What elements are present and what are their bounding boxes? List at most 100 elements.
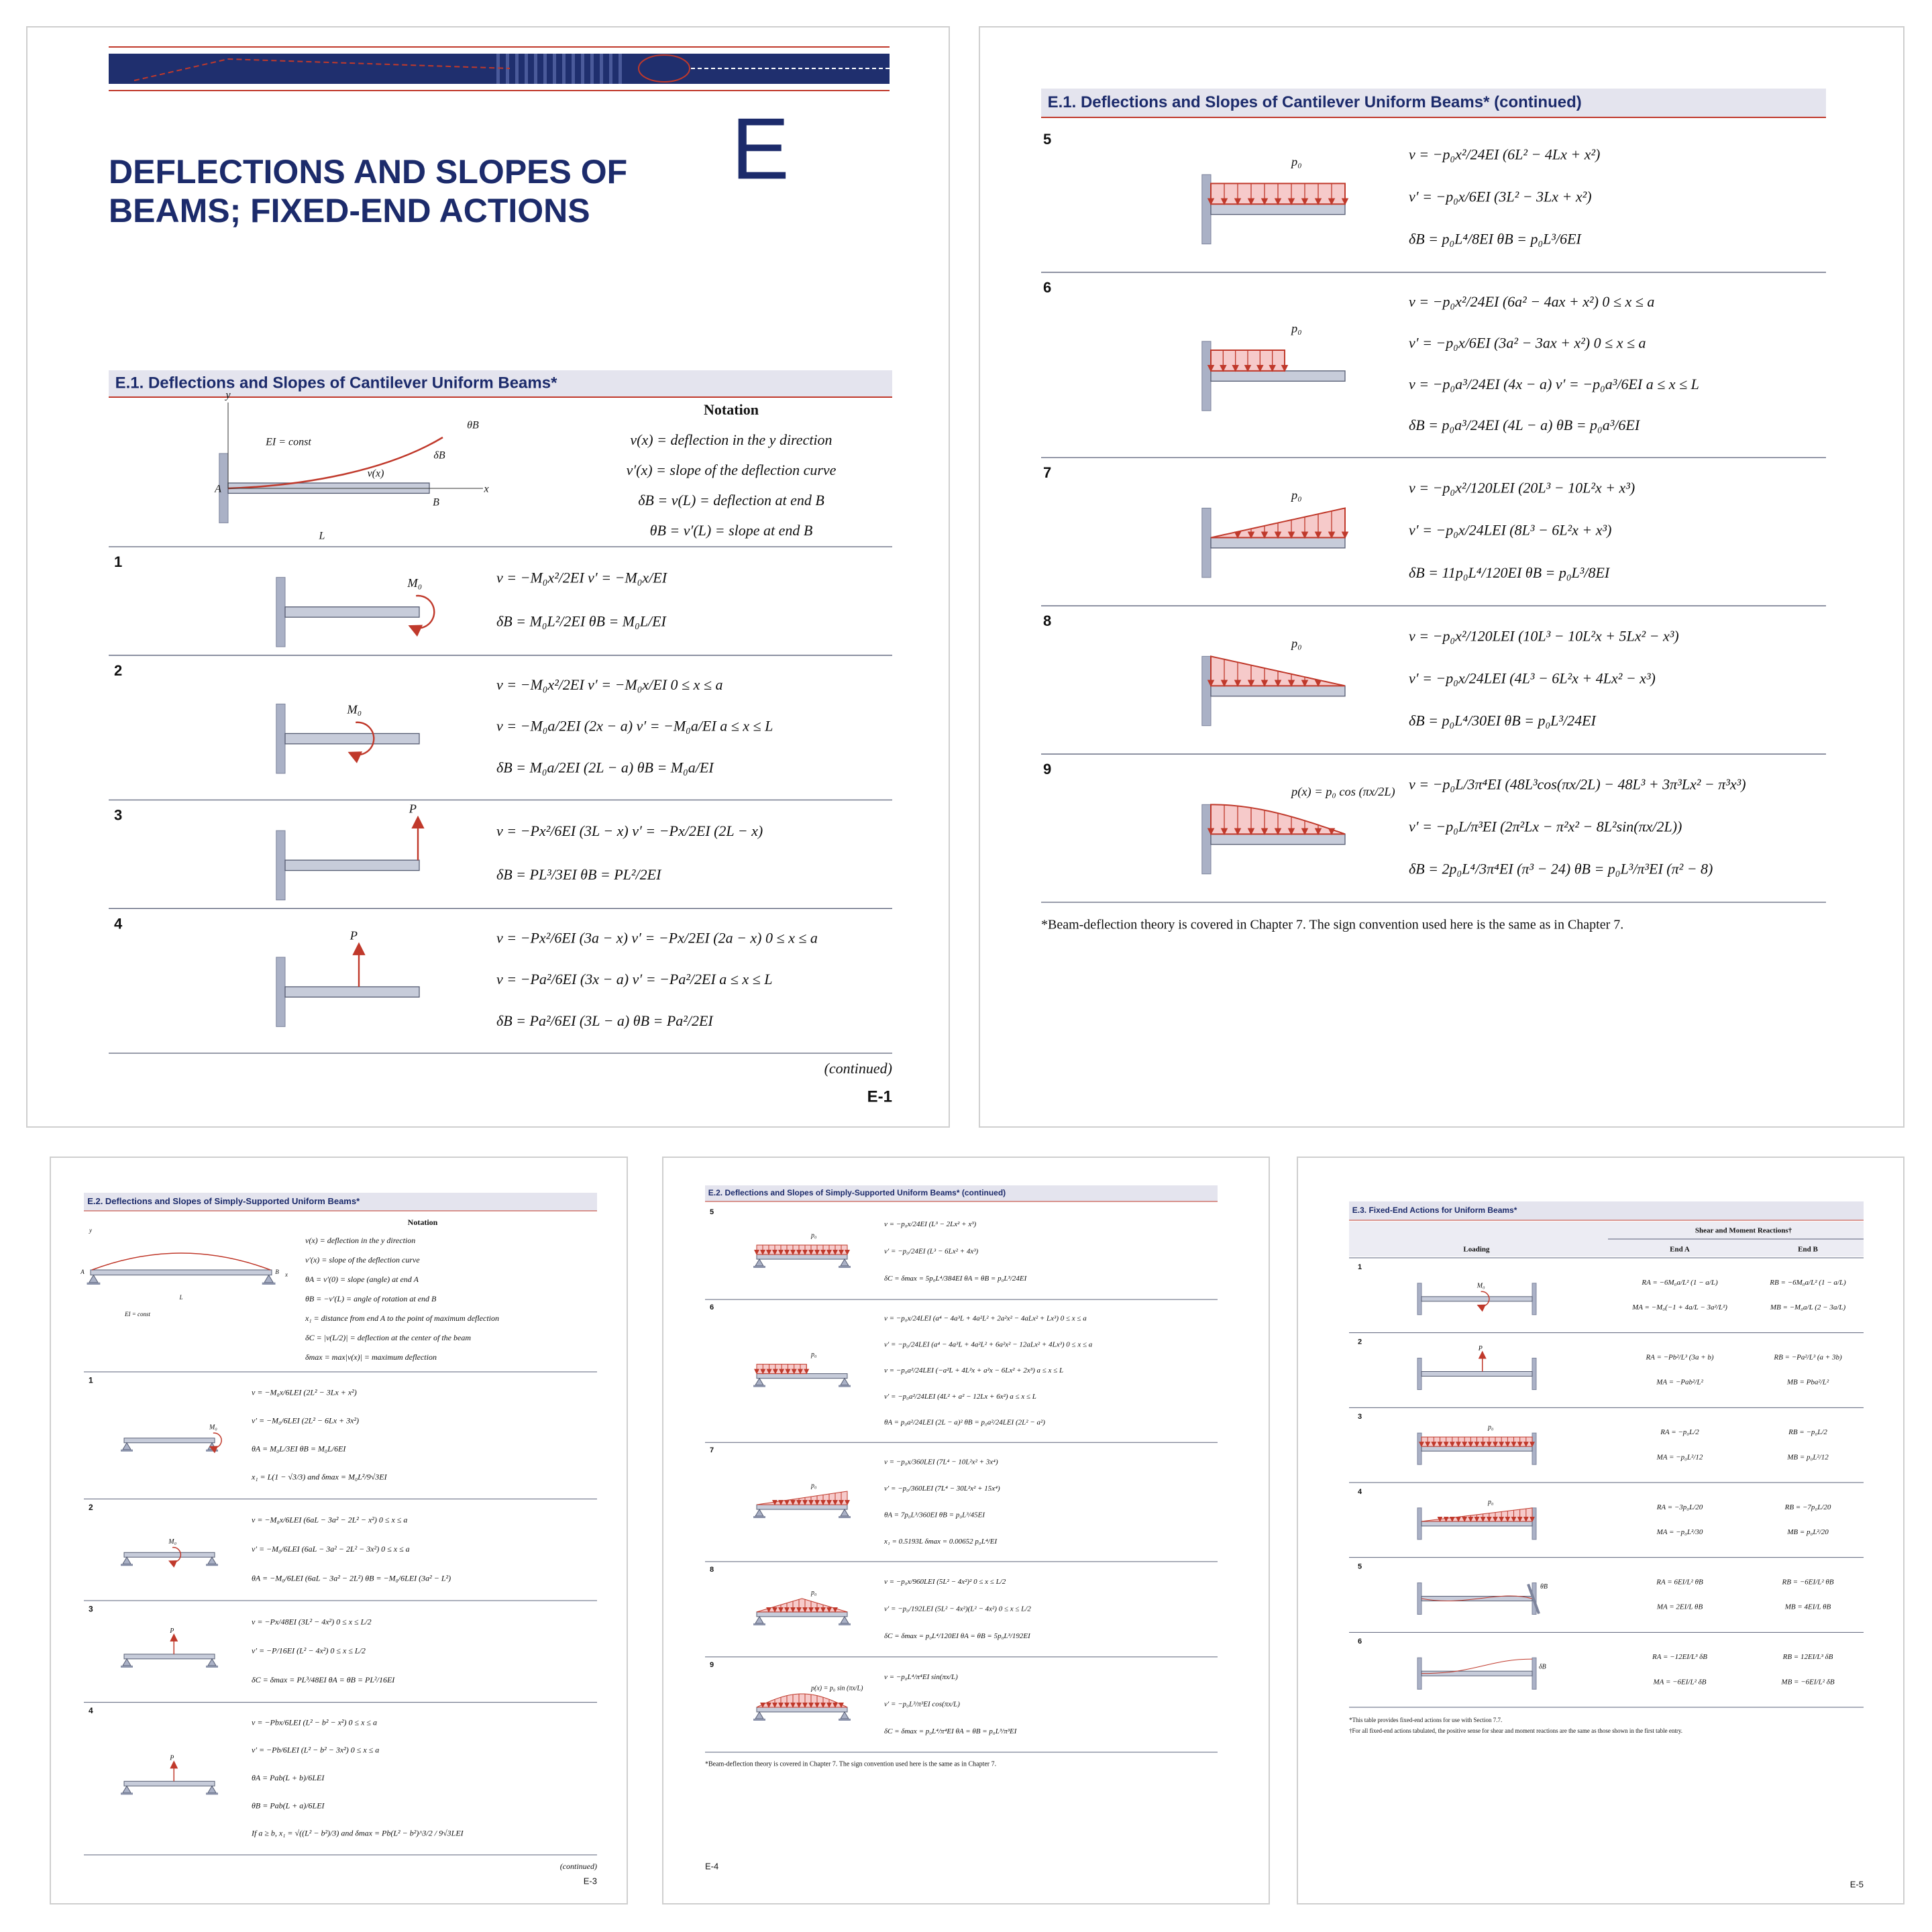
formula: v′ = −p₀/24EI (L³ − 6Lx² + 4x³)	[884, 1248, 979, 1256]
formula: v = −M₀x/6LEI (6aL − 3a² − 2L² − x²) 0 ≤…	[252, 1515, 407, 1525]
reaction: RB = −6EI/L² θB	[1781, 1578, 1833, 1586]
case-number: 8	[1043, 612, 1051, 629]
section-bar	[109, 370, 892, 397]
formula: δC = δmax = p₀L⁴/120EI θA = θB = 5p₀L³/1…	[884, 1632, 1031, 1640]
support-pin	[755, 1377, 764, 1386]
load-label: δB	[1539, 1663, 1546, 1670]
formula: v′ = −p₀/24LEI (a⁴ − 4a³L + 4a²L² + 6a²x…	[884, 1340, 1093, 1348]
beam	[90, 1269, 272, 1276]
banner-stripe	[562, 54, 566, 84]
formula: θB = Pab(L + a)/6LEI	[252, 1801, 325, 1810]
case-number: 3	[89, 1604, 93, 1613]
load-label: M₀	[407, 576, 422, 590]
load-label: p₀	[1290, 488, 1302, 502]
reaction: RA = −6M₀a/L² (1 − a/L)	[1641, 1279, 1718, 1287]
case-number: 4	[1358, 1488, 1362, 1496]
formula: v′ = −p₀L³/π³EI cos(πx/L)	[884, 1700, 960, 1708]
support-base	[121, 1564, 133, 1566]
formula: v = −Px²/6EI (3L − x) v′ = −Px/2EI (2L −…	[496, 822, 763, 839]
case-number: 4	[89, 1706, 93, 1715]
support-base	[753, 1718, 765, 1721]
load-label: P	[350, 928, 358, 942]
rotated-end	[1527, 1583, 1540, 1615]
banner-stripe	[572, 54, 575, 84]
beam	[123, 1780, 215, 1786]
case-number: 2	[89, 1503, 93, 1512]
page	[1297, 1157, 1904, 1904]
beam	[284, 733, 420, 745]
support-wall	[1201, 174, 1212, 245]
case-number: 3	[114, 807, 122, 824]
page-number: E-1	[867, 1087, 892, 1106]
case-number: 1	[114, 553, 122, 570]
load-label: P	[1478, 1345, 1483, 1352]
formula: v = −p₀x/360LEI (7L⁴ − 10L²x² + 3x⁴)	[884, 1458, 998, 1466]
formula: θA = M₀L/3EI θB = M₀L/6EI	[252, 1444, 346, 1454]
page	[50, 1157, 628, 1904]
footnote: †For all fixed-end actions tabulated, th…	[1349, 1727, 1682, 1734]
formula: x₁ = L(1 − √3/3) and δmax = M₀L²/9√3EI	[251, 1472, 388, 1482]
diagram-label: θB	[467, 420, 479, 431]
reaction: RA = −3p₀L/20	[1656, 1503, 1703, 1511]
support-wall	[276, 957, 286, 1027]
page	[26, 26, 950, 1128]
load-label: P	[169, 1755, 174, 1762]
support-pin	[755, 1258, 764, 1267]
diagram-label: y	[224, 390, 231, 401]
case-number: 5	[1358, 1563, 1362, 1571]
page	[979, 26, 1904, 1128]
formula: δB = M₀L²/2EI θB = M₀L/EI	[496, 612, 667, 629]
section-title: E.1. Deflections and Slopes of Cantileve…	[1048, 93, 1582, 111]
support-base	[839, 1266, 851, 1269]
reaction: MA = −M₀(−1 + 4a/L − 3a²/L²)	[1631, 1303, 1727, 1311]
case-number: 2	[1358, 1338, 1362, 1346]
notation-line: v(x) = deflection in the y direction	[630, 431, 832, 448]
section-title: E.1. Deflections and Slopes of Cantileve…	[115, 374, 558, 392]
page-number: E-3	[584, 1876, 597, 1886]
diagram-label: L	[178, 1294, 182, 1301]
formula: If a ≥ b, x₁ = √((L² − b²)/3) and δmax =…	[251, 1829, 464, 1838]
formula: δB = p₀L⁴/8EI θB = p₀L³/6EI	[1409, 231, 1582, 248]
moment-arrow	[209, 1432, 222, 1454]
page-number: E-4	[705, 1861, 718, 1871]
beam	[1421, 1446, 1533, 1452]
reaction: MA = −6EI/L² δB	[1653, 1678, 1707, 1686]
formula: v′ = −p₀/192LEI (5L² − 4x²)(L² − 4x²) 0 …	[884, 1605, 1031, 1613]
support-base	[839, 1516, 851, 1519]
diagram-label: δB	[433, 450, 445, 462]
case-number: 7	[710, 1446, 714, 1454]
reaction: MA = −p₀L²/12	[1656, 1453, 1703, 1461]
banner-stripe	[543, 54, 547, 84]
formula: v′ = −p₀x/6EI (3a² − 3ax + x²) 0 ≤ x ≤ a	[1409, 334, 1646, 351]
load-label: p₀	[810, 1589, 817, 1597]
notation-line: δB = v(L) = deflection at end B	[638, 492, 824, 508]
moment-arrow	[1477, 1291, 1490, 1312]
banner-accent	[638, 54, 690, 83]
formula: δC = δmax = PL³/48EI θA = θB = PL²/16EI	[252, 1675, 395, 1684]
continued: (continued)	[824, 1060, 892, 1077]
formula: x₁ = 0.5193L δmax = 0.00652 p₀L⁴/EI	[883, 1538, 998, 1546]
beam	[1210, 833, 1346, 845]
support-wall	[276, 577, 286, 647]
formula: v = −Pbx/6LEI (L² − b² − x²) 0 ≤ x ≤ a	[252, 1717, 377, 1727]
support-base	[753, 1516, 765, 1519]
beam	[1421, 1371, 1533, 1377]
reaction: MB = 4EI/L θB	[1784, 1603, 1831, 1611]
load-label: θB	[1540, 1583, 1548, 1591]
support-base	[121, 1449, 133, 1452]
beam	[1210, 537, 1346, 549]
section-bar	[705, 1185, 1218, 1201]
formula: v′ = −p₀a²/24LEI (4L² + a² − 12Lx + 6x²)…	[884, 1393, 1036, 1401]
support-wall	[1417, 1432, 1422, 1465]
formula: δC = δmax = 5p₀L⁴/384EI θA = θB = p₀L³/2…	[884, 1275, 1028, 1283]
notation-line: δC = |v(L/2)| = deflection at the center…	[305, 1333, 471, 1342]
support-base	[839, 1718, 851, 1721]
reaction: RB = −7p₀L/20	[1784, 1503, 1831, 1511]
formula: v = −Px²/6EI (3a − x) v′ = −Px/2EI (2a −…	[496, 930, 818, 947]
banner-stripe	[496, 54, 500, 84]
beam	[1210, 370, 1346, 382]
reaction: MA = −p₀L²/30	[1656, 1528, 1703, 1536]
load-label: p₀	[1290, 321, 1302, 335]
beam	[123, 1438, 215, 1444]
